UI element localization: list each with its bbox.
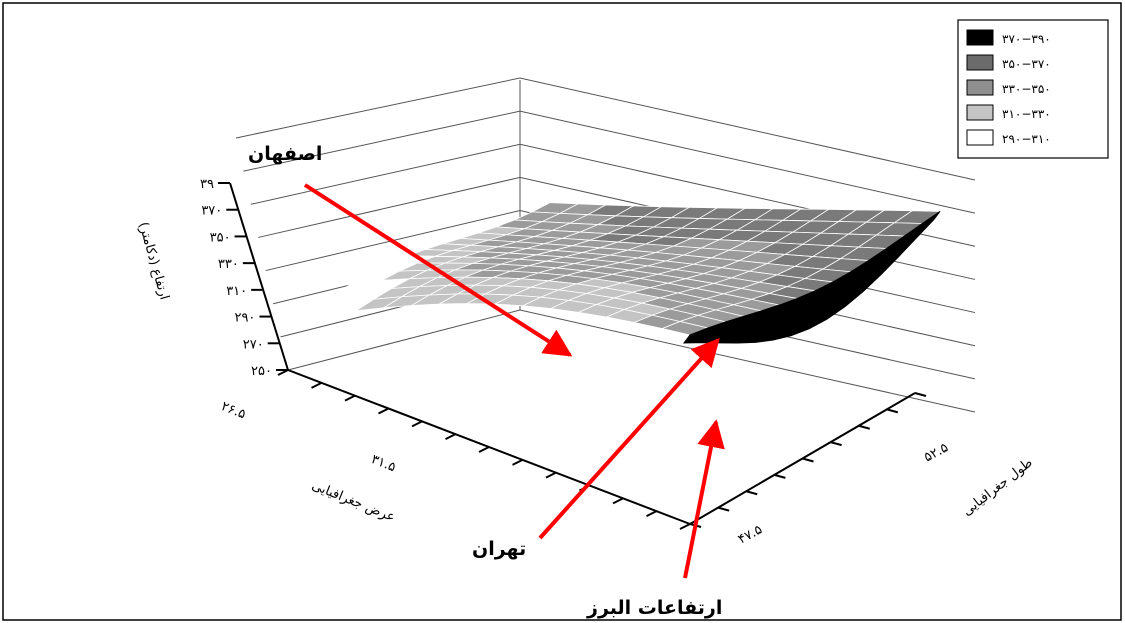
legend-label-1: ۳۵۰−۳۷۰ [1002, 57, 1051, 71]
y-tick [774, 473, 786, 479]
legend-swatch-4 [966, 129, 994, 146]
x-tick [545, 471, 557, 479]
y-tick [802, 457, 814, 463]
legend-label-2: ۳۳۰−۳۵۰ [1002, 82, 1051, 96]
legend-label-0: ۳۷۰−۳۹۰ [1002, 32, 1051, 46]
surface-cell [299, 301, 346, 319]
legend-swatch-3 [966, 104, 994, 121]
z-tick-label-6: ۳۷۰ [201, 204, 222, 219]
z-tick-label-4: ۳۳۰ [218, 257, 239, 272]
surface-mesh [299, 202, 942, 344]
arrow-isfahan [303, 183, 573, 357]
arrow-alborz [683, 419, 725, 579]
y-tick [745, 490, 758, 496]
surface-front-edge [682, 211, 941, 344]
annotation-arrows [303, 183, 725, 579]
z-axis-line [229, 182, 289, 371]
legend-swatch-2 [966, 79, 994, 96]
x-tick [344, 394, 356, 402]
z-tick-label-2: ۲۹۰ [234, 311, 255, 326]
z-tick-label-5: ۳۵۰ [210, 230, 231, 245]
back-grid-line [235, 77, 976, 181]
z-axis-ticks [218, 182, 288, 371]
legend-label-4: ۲۹۰−۳۱۰ [1002, 132, 1051, 146]
y-tick [886, 408, 899, 414]
z-tick-labels: ۲۵۰ ۲۷۰ ۲۹۰ ۳۱۰ ۳۳۰ ۳۵۰ ۳۷۰ ۳۹ [200, 177, 272, 379]
legend-label-3: ۳۱۰−۳۳۰ [1002, 107, 1051, 121]
z-tick-label-7: ۳۹ [200, 177, 214, 192]
x-tick [411, 420, 423, 428]
annotation-alborz: ارتفاعات البرز [586, 597, 722, 619]
annotation-tehran: تهران [472, 538, 526, 560]
x-tick [646, 510, 657, 518]
x-tick [445, 433, 456, 441]
x-tick [478, 446, 490, 453]
arrow-tehran [538, 337, 720, 540]
legend-swatch-0 [966, 29, 994, 46]
y-axis-ticks [689, 392, 927, 528]
legend-swatch-1 [966, 54, 994, 71]
x-tick [378, 407, 389, 415]
y-tick [858, 424, 871, 430]
z-tick-label-0: ۲۵۰ [251, 364, 272, 379]
z-tick-label-1: ۲۷۰ [243, 337, 264, 352]
y-tick [830, 441, 842, 447]
x-tick [679, 523, 691, 530]
y-tick [914, 392, 927, 397]
x-tick [311, 381, 322, 389]
legend: ۳۷۰−۳۹۰ ۳۵۰−۳۷۰ ۳۳۰−۳۵۰ ۳۱۰−۳۳۰ ۲۹۰−۳۱۰ [957, 19, 1109, 159]
x-tick [612, 497, 624, 505]
x-tick [512, 458, 523, 466]
z-tick-label-3: ۳۱۰ [226, 284, 247, 299]
y-tick [717, 506, 730, 512]
annotation-isfahan: اصفهان [248, 143, 322, 165]
